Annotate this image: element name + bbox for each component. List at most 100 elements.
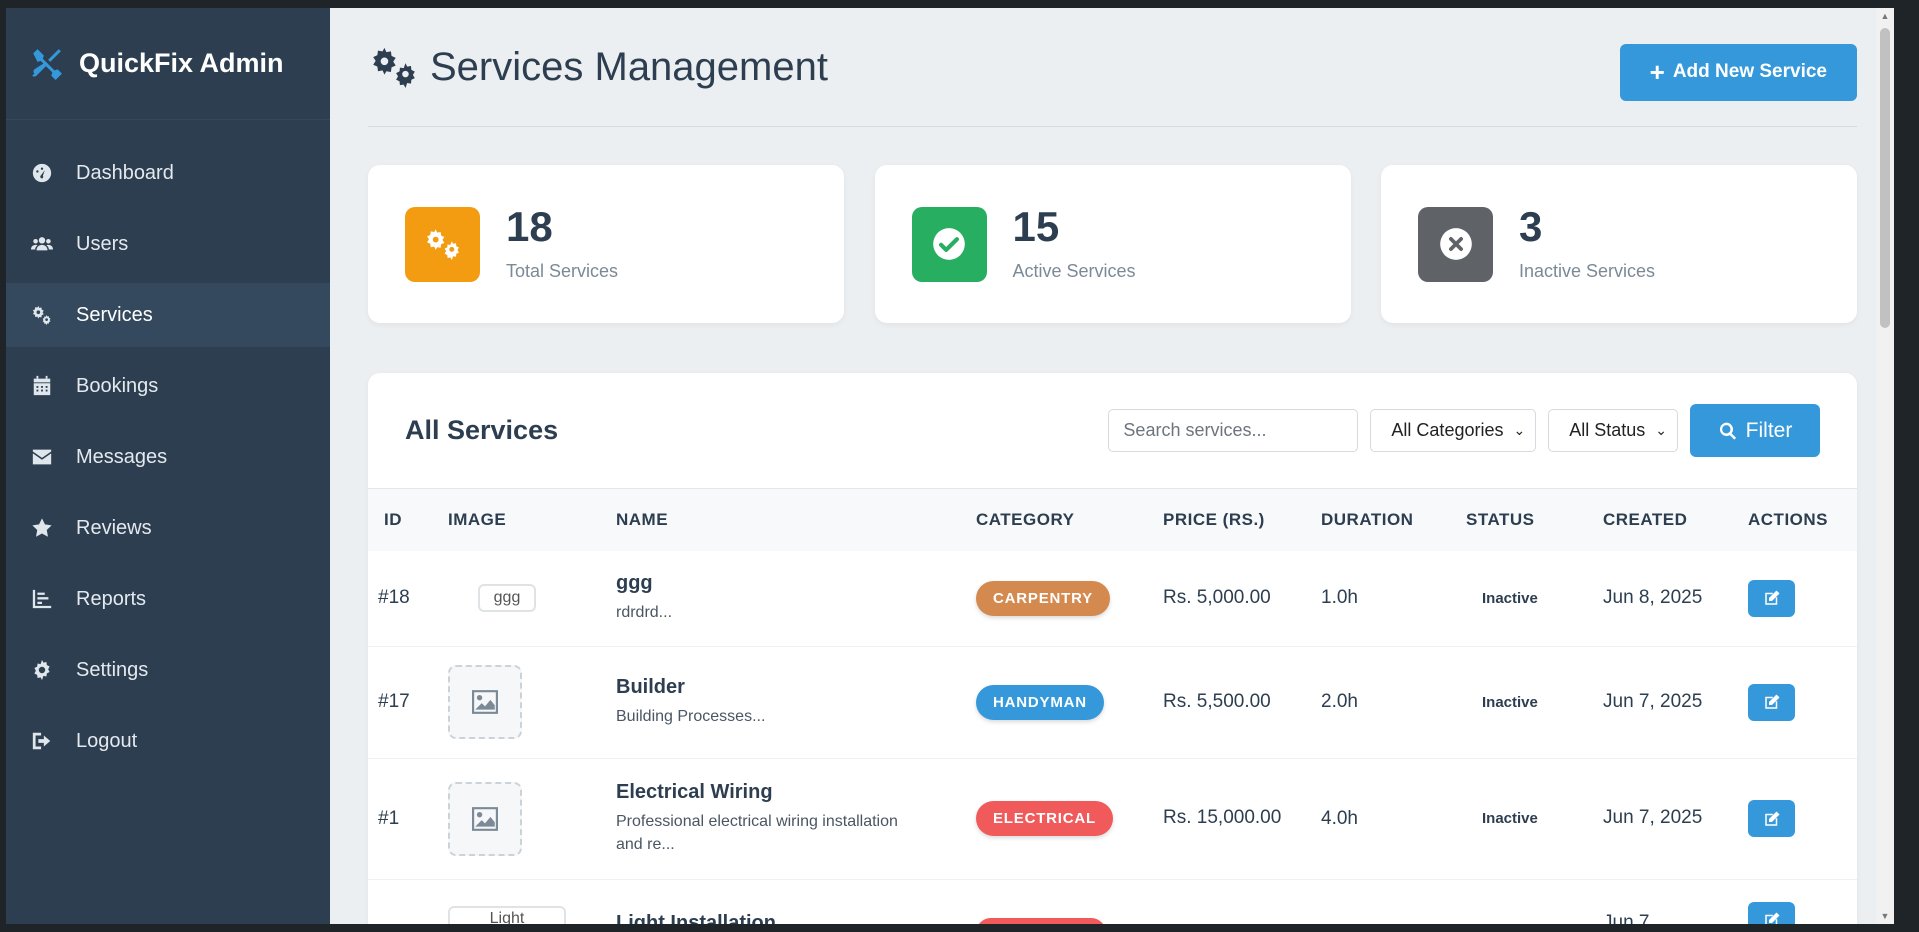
sidebar-item-reports[interactable]: Reports: [6, 567, 330, 631]
stats-row: 18 Total Services 15 Active Services 3: [368, 165, 1857, 323]
service-image: Light: [448, 905, 566, 924]
status-badge: Inactive: [1450, 758, 1587, 880]
service-name: Light Installation: [616, 911, 776, 925]
table-row[interactable]: Light Light Installation Jun 7,: [368, 879, 1857, 924]
cell-id: #1: [368, 758, 432, 880]
scrollbar-thumb[interactable]: [1880, 28, 1890, 328]
sidebar-item-label: Messages: [76, 445, 168, 468]
edit-button[interactable]: [1748, 901, 1795, 924]
column-header-status[interactable]: STATUS: [1466, 510, 1535, 529]
cell-category: ELECTRICAL: [960, 758, 1147, 880]
status-select-value: All Status: [1569, 420, 1646, 440]
x-circle-icon: [1439, 228, 1472, 260]
vertical-scrollbar[interactable]: ▲ ▼: [1876, 8, 1894, 924]
cell-id: [368, 879, 432, 924]
cell-price: Rs. 15,000.00: [1147, 758, 1305, 880]
edit-button[interactable]: [1748, 800, 1795, 837]
service-name: ggg: [616, 572, 653, 595]
edit-button[interactable]: [1748, 683, 1795, 721]
sidebar-item-services[interactable]: Services: [6, 283, 330, 347]
image-placeholder: [448, 781, 522, 856]
status-badge: Inactive: [1450, 551, 1587, 647]
sidebar-item-dashboard[interactable]: Dashboard: [6, 141, 330, 205]
brand-title: QuickFix Admin: [79, 48, 284, 78]
cell-price: Rs. 5,500.00: [1147, 646, 1305, 759]
cell-image: [432, 646, 600, 759]
main-content: Services Management + Add New Service 18…: [330, 8, 1894, 924]
cell-category: [960, 879, 1147, 924]
status-badge: [1450, 879, 1587, 924]
cell-name: Electrical Wiring Professional electrica…: [600, 758, 960, 880]
table-row[interactable]: #1 Electrical Wiring Professional electr…: [368, 758, 1857, 880]
cell-created: Jun 7, 2025: [1587, 758, 1732, 880]
stat-label: Active Services: [1012, 261, 1136, 281]
column-header-created[interactable]: CREATED: [1603, 510, 1688, 529]
service-name: Builder: [616, 675, 685, 698]
check-circle-icon: [933, 228, 965, 260]
add-service-button[interactable]: + Add New Service: [1619, 43, 1857, 101]
edit-button[interactable]: [1748, 579, 1795, 617]
cell-name: ggg rdrdrd...: [600, 551, 960, 647]
stat-label: Total Services: [506, 261, 619, 281]
column-header-name[interactable]: NAME: [616, 510, 669, 529]
cell-name: Light Installation: [600, 879, 960, 924]
sidebar-item-reviews[interactable]: Reviews: [6, 496, 330, 560]
service-description: Building Processes...: [616, 707, 766, 725]
image-icon: [472, 806, 498, 831]
gears-icon: [426, 229, 459, 261]
service-name: Electrical Wiring: [616, 780, 773, 803]
cell-price: [1147, 879, 1305, 924]
column-header-price[interactable]: PRICE (RS.): [1163, 510, 1265, 529]
edit-icon: [1764, 912, 1779, 924]
sidebar-item-messages[interactable]: Messages: [6, 425, 330, 489]
sidebar-item-label: Reviews: [76, 516, 152, 539]
sidebar-item-users[interactable]: Users: [6, 212, 330, 276]
sidebar-item-logout[interactable]: Logout: [6, 709, 330, 773]
sidebar-item-bookings[interactable]: Bookings: [6, 354, 330, 418]
edit-icon: [1764, 694, 1779, 709]
search-input[interactable]: [1108, 409, 1359, 452]
sidebar-item-label: Settings: [76, 658, 149, 681]
cell-actions: [1732, 646, 1857, 759]
cell-duration: 2.0h: [1305, 646, 1450, 759]
edit-icon: [1764, 811, 1779, 826]
cell-id: #17: [368, 646, 432, 759]
stat-icon-total: [405, 206, 480, 282]
envelope-icon: [30, 445, 54, 469]
page-header: Services Management + Add New Service: [368, 8, 1857, 127]
stat-icon-inactive: [1418, 206, 1493, 282]
table-row[interactable]: #17 Builder Building Processes... HANDYM…: [368, 646, 1857, 759]
cell-image: ggg: [432, 551, 600, 647]
filter-button[interactable]: Filter: [1690, 404, 1820, 457]
category-select[interactable]: All Categories ⌄: [1370, 409, 1537, 452]
sidebar-item-label: Dashboard: [76, 161, 174, 184]
scroll-up-icon[interactable]: ▲: [1880, 11, 1890, 21]
cell-actions: [1732, 551, 1857, 647]
column-header-image[interactable]: IMAGE: [448, 510, 507, 529]
edit-icon: [1764, 590, 1779, 605]
sidebar-item-settings[interactable]: Settings: [6, 638, 330, 702]
stat-card-total: 18 Total Services: [368, 165, 844, 323]
brand[interactable]: QuickFix Admin: [6, 8, 330, 120]
table-row[interactable]: #18 ggg ggg rdrdrd... CARPENTRY Rs. 5,00…: [368, 551, 1857, 647]
app-window: QuickFix Admin Dashboard Users Services …: [6, 8, 1894, 924]
column-header-id[interactable]: ID: [384, 510, 402, 529]
category-select-value: All Categories: [1391, 420, 1504, 440]
stat-value: 15: [1012, 203, 1060, 250]
scroll-down-icon[interactable]: ▼: [1880, 911, 1890, 921]
sidebar-item-label: Reports: [76, 587, 147, 610]
service-description: rdrdrd...: [616, 604, 673, 622]
search-icon: [1719, 422, 1736, 440]
page-title: Services Management: [368, 45, 828, 90]
add-service-label: Add New Service: [1672, 61, 1827, 82]
table-header-row: ID IMAGE NAME CATEGORY PRICE (RS.) DURAT…: [368, 489, 1857, 551]
cell-name: Builder Building Processes...: [600, 646, 960, 759]
dashboard-gauge-icon: [30, 161, 54, 185]
status-select[interactable]: All Status ⌄: [1548, 409, 1678, 452]
column-header-category[interactable]: CATEGORY: [976, 510, 1075, 529]
category-badge: ELECTRICAL: [976, 801, 1113, 836]
column-header-duration[interactable]: DURATION: [1321, 510, 1414, 529]
cell-actions: [1732, 879, 1857, 924]
sidebar-nav: Dashboard Users Services Bookings Messag…: [6, 141, 330, 773]
cell-category: HANDYMAN: [960, 646, 1147, 759]
